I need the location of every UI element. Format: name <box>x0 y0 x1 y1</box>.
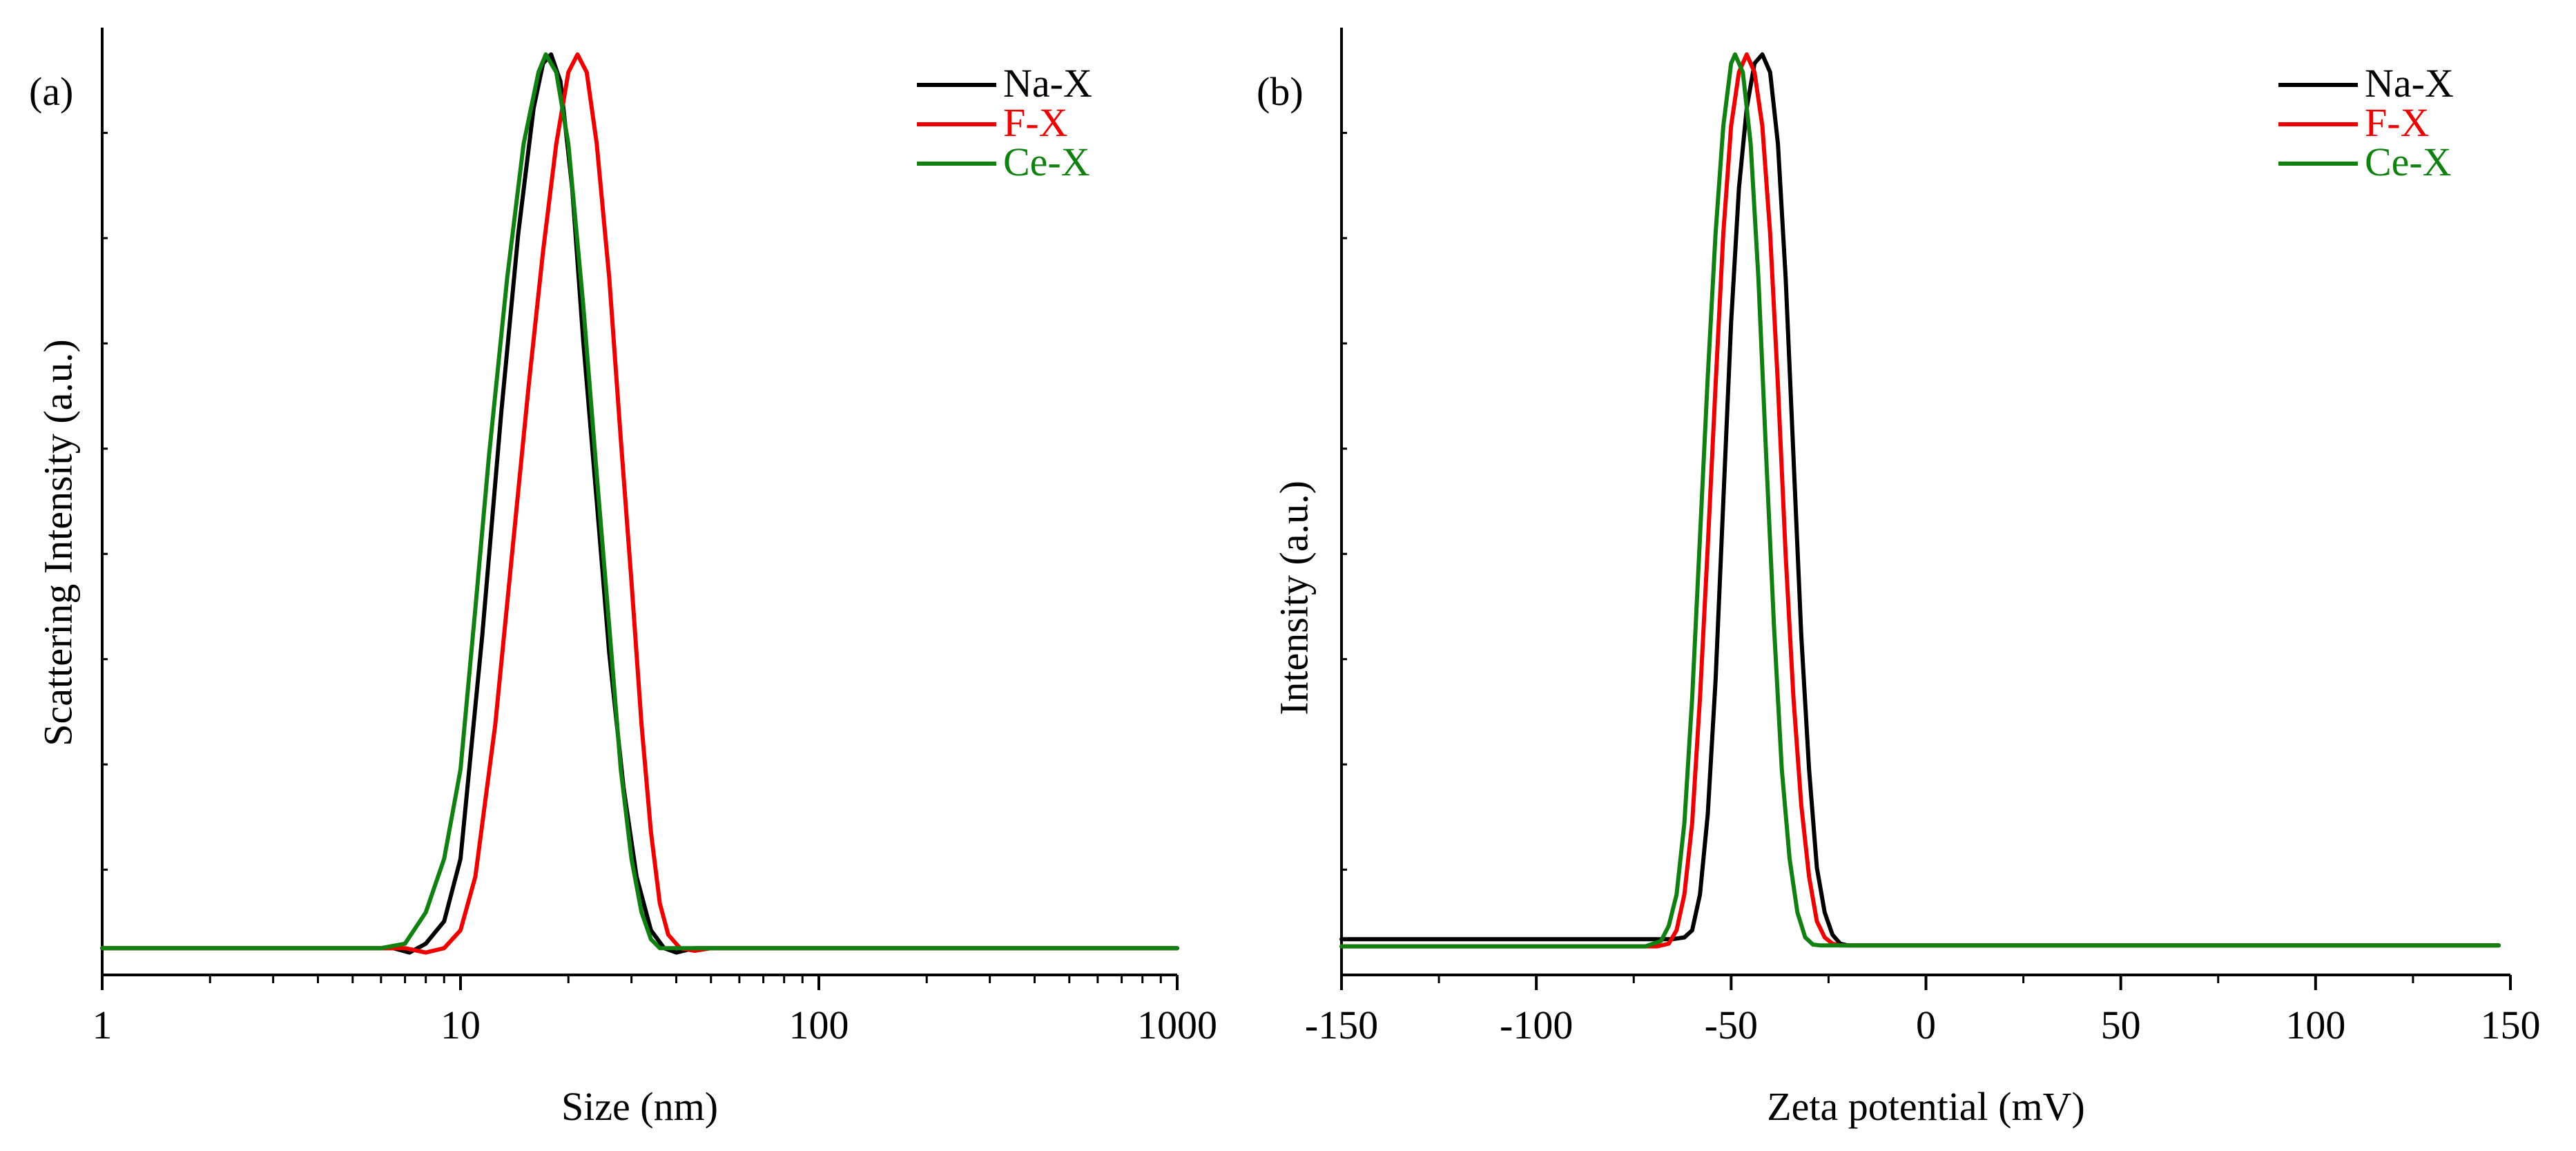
panel-b-axes <box>1340 28 2510 976</box>
panel-a-x-tick-label: 1 <box>93 1003 113 1047</box>
panel-a-x-ticks: 1 10 100 1000 <box>93 975 1217 1047</box>
panel-b-x-tick-label: 150 <box>2481 1003 2541 1047</box>
panel-b-series-f-x <box>1339 52 2501 949</box>
panel-a-legend-label: Ce-X <box>1003 139 1090 184</box>
panel-b-series-ce-x <box>1339 52 2501 949</box>
panel-b-legend-label: Na-X <box>2365 61 2454 106</box>
panel-b-x-tick-label: -50 <box>1705 1003 1758 1047</box>
panel-b-x-axis-title: Zeta potential (mV) <box>1767 1084 2085 1129</box>
panel-b-x-tick-label: 100 <box>2285 1003 2345 1047</box>
panel-a-label: (a) <box>29 69 73 114</box>
panel-a-x-axis-title: Size (nm) <box>561 1084 718 1129</box>
panel-b-x-ticks: -150 -100 -50 0 50 100 150 <box>1305 975 2541 1047</box>
panel-a-size-distribution: 1 10 100 1000 (a) Size (nm) Scattering Inte… <box>29 28 1217 1129</box>
panel-a-legend-label: F-X <box>1003 100 1067 145</box>
panel-b-label: (b) <box>1257 69 1304 114</box>
panel-a-series <box>100 52 1179 955</box>
panel-b-legend-label: Ce-X <box>2365 139 2452 184</box>
panel-b-series-na-x <box>1339 52 2501 948</box>
panel-a-legend: Na-XF-XCe-X <box>917 61 1092 184</box>
panel-a-series-ce-x <box>100 52 1179 951</box>
panel-b-y-axis-title: Intensity (a.u.) <box>1271 481 1316 715</box>
panel-b-legend-label: F-X <box>2365 100 2429 145</box>
panel-a-x-tick-label: 10 <box>440 1003 481 1047</box>
panel-a-axes <box>101 28 1177 976</box>
panel-a-x-tick-label: 100 <box>789 1003 849 1047</box>
panel-b-zeta-potential: -150 -100 -50 0 50 100 150 (b) Zeta potential … <box>1257 28 2541 1129</box>
panel-a-legend-label: Na-X <box>1003 61 1092 106</box>
panel-a-y-axis-title: Scattering Intensity (a.u.) <box>35 339 80 746</box>
panel-b-x-tick-label: -100 <box>1500 1003 1573 1047</box>
panel-a-series-f-x <box>100 52 1179 955</box>
panel-b-x-tick-label: -150 <box>1305 1003 1378 1047</box>
panel-a-x-tick-label: 1000 <box>1137 1003 1217 1047</box>
panel-b-series <box>1339 52 2501 949</box>
panel-b-x-tick-label: 50 <box>2101 1003 2141 1047</box>
panel-b-legend: Na-XF-XCe-X <box>2278 61 2454 184</box>
panel-a-series-na-x <box>100 52 1179 955</box>
panel-b-x-tick-label: 0 <box>1916 1003 1936 1047</box>
